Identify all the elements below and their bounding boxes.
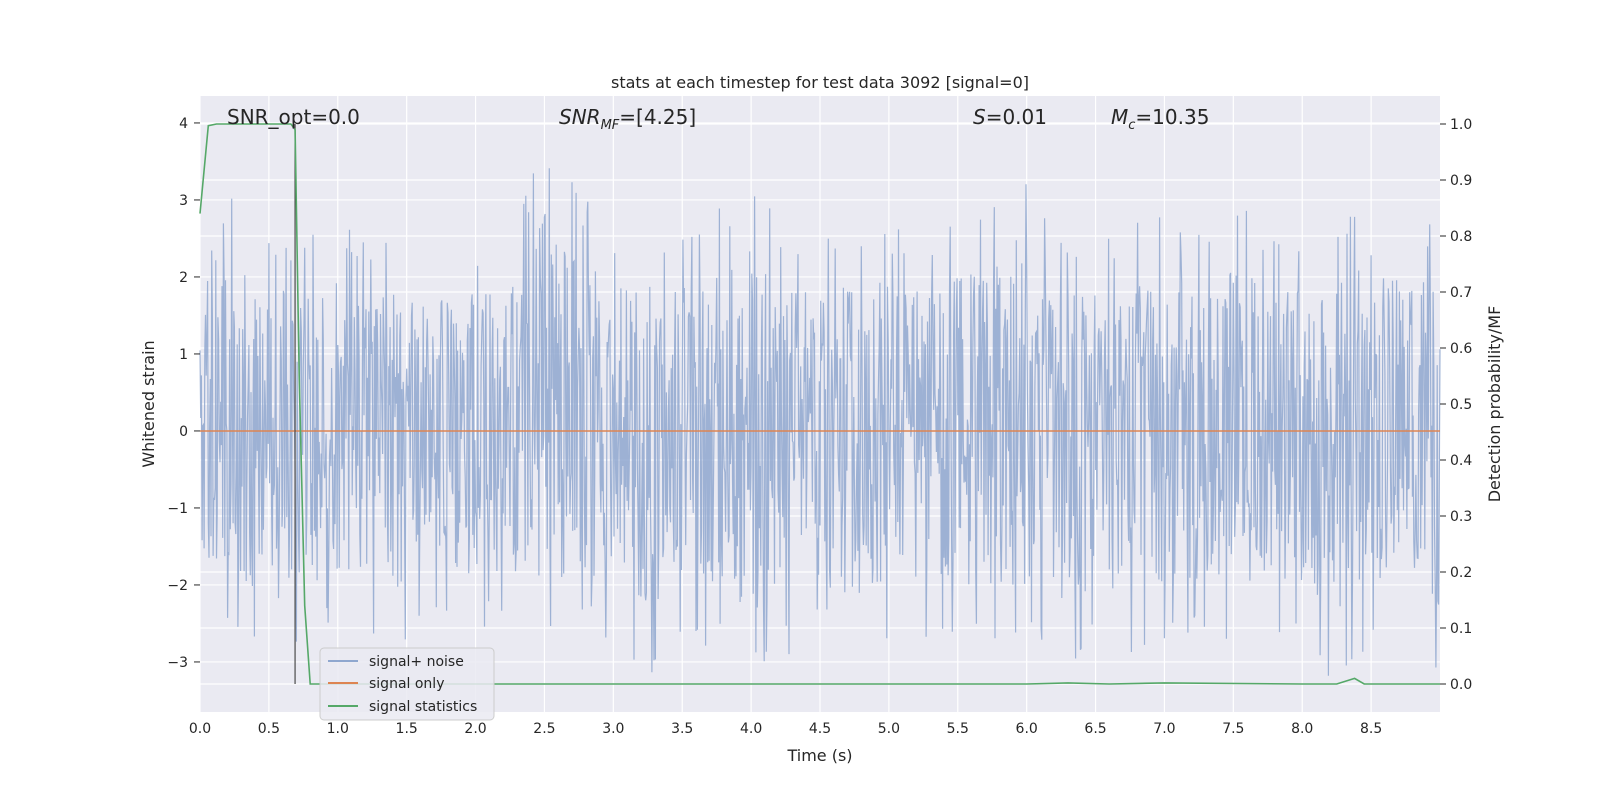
y-tick-label: −3 <box>167 655 188 671</box>
y-tick-label: 1 <box>179 347 188 363</box>
x-tick-label: 4.5 <box>809 721 831 737</box>
y2-tick-label: 0.9 <box>1450 173 1472 189</box>
annotation-snr-opt: SNR_opt=0.0 <box>227 105 360 129</box>
x-tick-label: 3.5 <box>671 721 693 737</box>
signal-noise-line <box>199 168 1441 676</box>
snr-mf-label: SNR <box>559 105 601 129</box>
y-tick-label: 2 <box>179 270 188 286</box>
y2-tick-label: 0.4 <box>1450 453 1472 469</box>
x-tick-label: 7.5 <box>1222 721 1244 737</box>
s-value: =0.01 <box>986 105 1047 129</box>
signal-noise-series <box>199 168 1441 676</box>
x-tick-label: 6.0 <box>1016 721 1038 737</box>
x-tick-label: 6.5 <box>1084 721 1106 737</box>
y2-tick-label: 0.7 <box>1450 285 1472 301</box>
x-tick-label: 3.0 <box>602 721 624 737</box>
y2-tick-label: 0.3 <box>1450 509 1472 525</box>
x-tick-label: 1.0 <box>327 721 349 737</box>
mc-value: =10.35 <box>1135 105 1209 129</box>
y2-tick-label: 0.8 <box>1450 229 1472 245</box>
y-tick-label: 3 <box>179 193 188 209</box>
y2-tick-label: 1.0 <box>1450 117 1472 133</box>
x-tick-label: 0.0 <box>189 721 211 737</box>
y-tick-label: −2 <box>167 578 188 594</box>
x-tick-label: 8.5 <box>1360 721 1382 737</box>
x-tick-label: 1.5 <box>396 721 418 737</box>
s-label: S <box>973 105 986 129</box>
mc-label: M <box>1111 105 1128 129</box>
y2-tick-label: 0.1 <box>1450 621 1472 637</box>
snr-mf-value: =[4.25] <box>619 105 696 129</box>
x-tick-label: 2.5 <box>533 721 555 737</box>
x-tick-label: 5.5 <box>947 721 969 737</box>
x-tick-label: 4.0 <box>740 721 762 737</box>
mc-subscript: c <box>1128 118 1135 133</box>
y-tick-label: −1 <box>167 501 188 517</box>
y-tick-label: 0 <box>179 424 188 440</box>
x-tick-label: 5.0 <box>878 721 900 737</box>
x-tick-label: 0.5 <box>258 721 280 737</box>
y2-tick-label: 0.2 <box>1450 565 1472 581</box>
y-axis-label: Whitened strain <box>139 340 158 467</box>
legend-label-signal-statistics: signal statistics <box>369 699 477 715</box>
x-tick-label: 2.0 <box>464 721 486 737</box>
legend: signal+ noise signal only signal statist… <box>319 647 495 721</box>
y2-tick-label: 0.5 <box>1450 397 1472 413</box>
x-tick-label: 8.0 <box>1291 721 1313 737</box>
y2-axis-label: Detection probability/MF <box>1485 306 1504 503</box>
legend-label-signal-noise: signal+ noise <box>369 654 464 670</box>
ticks: 0.0 0.5 1.0 1.5 2.0 2.5 3.0 3.5 4.0 4.5 5.0 5.5 6.0 6… <box>167 116 1472 737</box>
legend-box <box>319 647 495 721</box>
annotation-mc: Mc=10.35 <box>1111 105 1209 133</box>
x-axis-label: Time (s) <box>786 746 852 765</box>
chart-title: stats at each timestep for test data 309… <box>611 73 1029 92</box>
y2-tick-label: 0.0 <box>1450 677 1472 693</box>
annotation-s: S=0.01 <box>973 105 1047 129</box>
annotation-snr-mf: SNRMF=[4.25] <box>559 105 696 133</box>
y2-tick-label: 0.6 <box>1450 341 1472 357</box>
snr-mf-subscript: MF <box>601 118 620 133</box>
legend-label-signal-only: signal only <box>369 676 444 692</box>
y-tick-label: 4 <box>179 116 188 132</box>
x-tick-label: 7.0 <box>1153 721 1175 737</box>
